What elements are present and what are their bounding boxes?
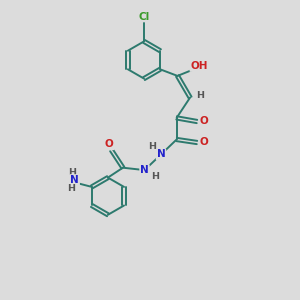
Text: N: N [140,165,149,175]
Text: O: O [199,137,208,148]
Text: H: H [68,168,76,177]
Text: OH: OH [190,61,208,71]
Text: H: H [67,184,75,193]
Text: Cl: Cl [138,11,150,22]
Text: H: H [148,142,157,151]
Text: N: N [157,149,165,160]
Text: H: H [151,172,159,181]
Text: H: H [196,92,204,100]
Text: O: O [199,116,208,127]
Text: N: N [70,175,79,185]
Text: O: O [105,139,113,149]
